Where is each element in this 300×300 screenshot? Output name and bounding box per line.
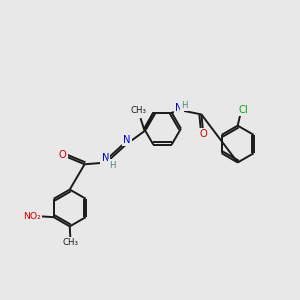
Text: H: H xyxy=(182,101,188,110)
Text: N: N xyxy=(123,135,130,145)
Text: CH₃: CH₃ xyxy=(130,106,146,115)
Text: O: O xyxy=(200,129,207,139)
Text: H: H xyxy=(109,161,116,170)
Text: NO₂: NO₂ xyxy=(23,212,41,221)
Text: Cl: Cl xyxy=(239,105,248,115)
Text: CH₃: CH₃ xyxy=(63,238,79,247)
Text: O: O xyxy=(59,150,67,160)
Text: N: N xyxy=(175,103,183,113)
Text: N: N xyxy=(102,153,109,163)
